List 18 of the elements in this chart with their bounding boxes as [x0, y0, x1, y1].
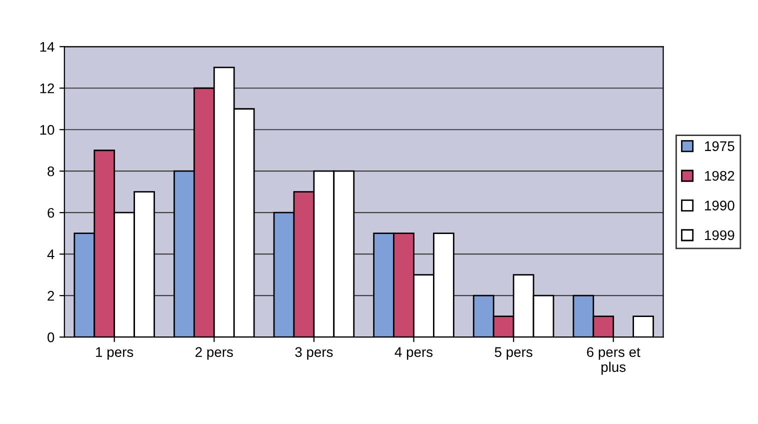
y-tick-label: 2 [48, 290, 54, 301]
y-tick-label: 14 [40, 42, 54, 52]
legend-label: 1990 [705, 200, 734, 210]
legend-label: 1975 [705, 141, 734, 152]
y-tick-label: 12 [40, 83, 54, 94]
y-tick-label: 6 [48, 208, 54, 218]
y-tick-label: 10 [40, 124, 54, 135]
x-tick-label: 5 pers [494, 347, 532, 360]
x-tick-label: 3 pers [295, 347, 333, 360]
x-tick-label: 6 pers et plus [587, 347, 640, 375]
y-tick-label: 0 [48, 332, 54, 342]
legend-label: 1982 [705, 170, 734, 181]
x-tick-label: 4 pers [394, 347, 433, 360]
legend-label: 1999 [705, 230, 734, 240]
y-tick-label: 4 [47, 250, 54, 260]
x-tick-label: 1 pers [96, 347, 134, 360]
y-tick-label: 8 [48, 166, 54, 176]
x-tick-label: 2 pers [196, 347, 233, 360]
